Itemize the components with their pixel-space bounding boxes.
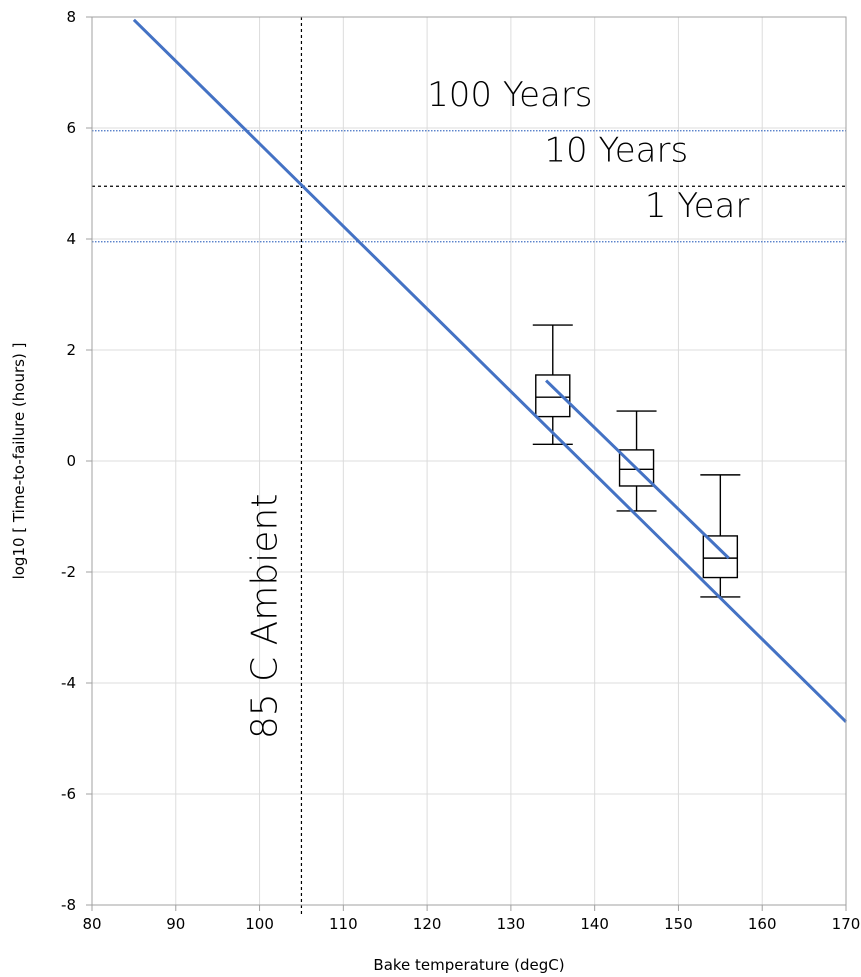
box [535, 374, 571, 418]
y-tick-label: 0 [66, 452, 76, 470]
annotation-label: 85 C Ambient [244, 494, 285, 739]
plot-frame [91, 16, 847, 906]
box-plot [616, 410, 657, 512]
x-tick-label: 100 [245, 915, 274, 933]
y-tick-label: -4 [61, 674, 76, 692]
y-tick-labels: -8 -6 -4 -2 0 2 4 6 8 [61, 8, 76, 914]
annotations: 100 Years 10 Years 1 Year 85 C Ambient [244, 75, 749, 739]
x-tick-label: 130 [497, 915, 526, 933]
annotation-label: 100 Years [427, 75, 592, 115]
y-tick-label: 4 [66, 230, 76, 248]
x-tick-label: 80 [82, 915, 101, 933]
y-tick-label: 2 [66, 341, 76, 359]
x-tick-label: 110 [329, 915, 358, 933]
x-tick-label: 160 [748, 915, 777, 933]
trend-line [132, 18, 848, 723]
y-tick-label: -8 [61, 896, 76, 914]
annotation-label: 1 Year [645, 186, 749, 226]
box-plot [532, 324, 573, 446]
annotation-label: 10 Years [544, 130, 688, 170]
x-tick-labels: 80 90 100 110 120 130 140 150 160 170 [82, 915, 860, 933]
box [702, 535, 739, 579]
reference-lines [92, 17, 846, 915]
y-axis-label: log10 [ Time-to-failure (hours) ] [10, 343, 28, 580]
trend-line [545, 379, 730, 560]
x-axis-label: Bake temperature (degC) [373, 956, 564, 974]
y-tick-label: 8 [66, 8, 76, 26]
x-tick-label: 120 [413, 915, 442, 933]
grid [86, 16, 847, 911]
x-tick-label: 90 [166, 915, 185, 933]
box-plot [700, 474, 741, 598]
y-tick-label: -6 [61, 785, 76, 803]
x-tick-label: 170 [832, 915, 861, 933]
x-tick-label: 150 [664, 915, 693, 933]
y-tick-label: -2 [61, 563, 76, 581]
trend-lines [132, 18, 848, 723]
x-tick-label: 140 [580, 915, 609, 933]
y-tick-label: 6 [66, 119, 76, 137]
